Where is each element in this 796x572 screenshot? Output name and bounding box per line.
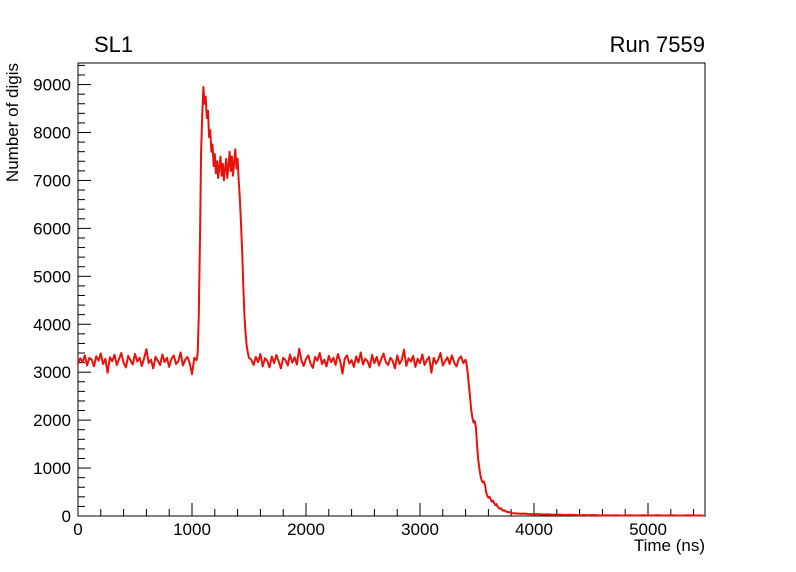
axis-ticks [77,64,695,517]
histogram-line [77,86,704,517]
plot-frame [77,62,706,517]
svg-text:4000: 4000 [33,315,71,334]
svg-text:7000: 7000 [33,171,71,190]
svg-text:1000: 1000 [173,520,211,539]
svg-text:1000: 1000 [33,459,71,478]
svg-text:5000: 5000 [33,267,71,286]
svg-text:3000: 3000 [401,520,439,539]
svg-text:0: 0 [73,520,82,539]
svg-text:6000: 6000 [33,219,71,238]
pad-title-left: SL1 [94,32,133,57]
y-axis-title: Number of digis [3,63,22,182]
svg-text:9000: 9000 [33,76,71,95]
svg-text:0: 0 [62,507,71,526]
run-number-label: Run 7559 [610,32,705,57]
svg-text:5000: 5000 [629,520,667,539]
svg-text:8000: 8000 [33,124,71,143]
axis-tick-labels: 0 1000 2000 3000 4000 5000 0 1000 2000 3000 4000 50… [33,76,667,539]
svg-text:3000: 3000 [33,363,71,382]
svg-text:4000: 4000 [515,520,553,539]
svg-text:2000: 2000 [33,411,71,430]
svg-text:2000: 2000 [287,520,325,539]
x-axis-title: Time (ns) [634,536,705,555]
